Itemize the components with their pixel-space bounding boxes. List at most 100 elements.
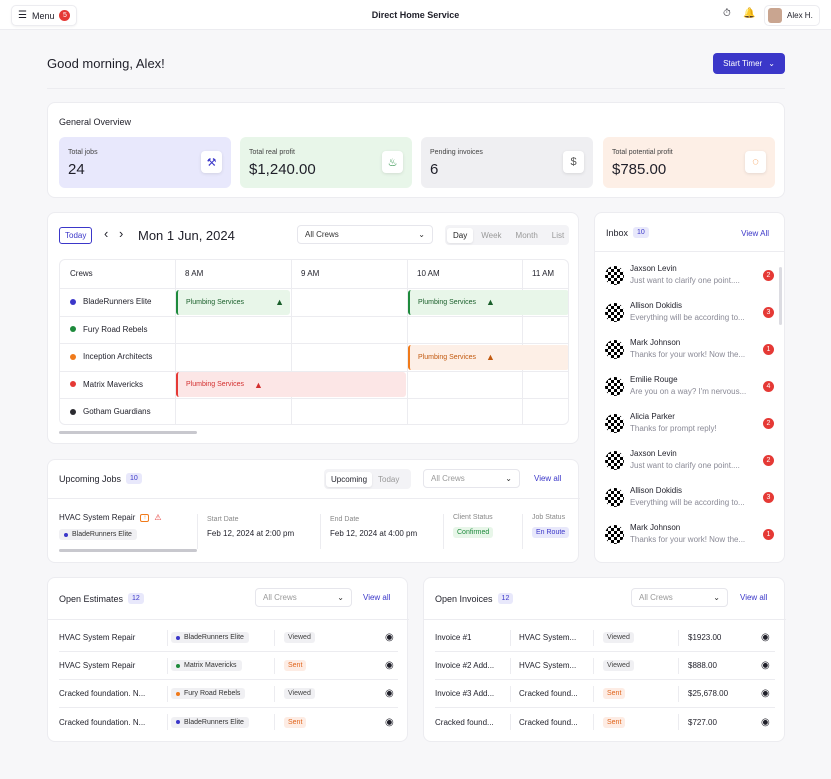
stat-card[interactable]: Pending invoices 6 $: [421, 137, 593, 188]
job-title-row[interactable]: HVAC System Repair ↑ ⚠: [59, 513, 162, 522]
menu-button[interactable]: ☰ Menu 5: [11, 5, 78, 26]
invoice-name: Cracked found...: [435, 717, 494, 727]
client-status-label: Client Status: [453, 514, 493, 521]
invoice-name: Invoice #2 Add...: [435, 661, 495, 670]
inbox-item[interactable]: Emilie Rouge Are you on a way? I'm nervo…: [605, 374, 775, 411]
message-preview: Are you on a way? I'm nervous...: [630, 387, 747, 396]
eye-icon[interactable]: ◉: [761, 660, 770, 671]
start-timer-button[interactable]: Start Timer ⌄: [713, 53, 785, 74]
unread-count: 1: [763, 344, 774, 355]
sender-name: Alicia Parker: [630, 412, 675, 421]
upcoming-count: 10: [126, 473, 142, 484]
upcoming-crew-filter[interactable]: All Crews ⌄: [423, 469, 520, 488]
invoice-row[interactable]: Invoice #3 Add... Cracked found... Sent …: [435, 680, 775, 708]
schedule-event[interactable]: Plumbing Services ▲: [408, 289, 568, 315]
divider: [47, 88, 785, 89]
user-menu[interactable]: Alex H.: [764, 5, 820, 26]
tab-day[interactable]: Day: [447, 227, 474, 243]
inbox-item[interactable]: Alicia Parker Thanks for prompt reply! 2: [605, 411, 775, 448]
chevron-down-icon: ⌄: [505, 474, 512, 483]
stat-card[interactable]: Total jobs 24 ⚒: [59, 137, 231, 188]
invoice-row[interactable]: Cracked found... Cracked found... Sent $…: [435, 708, 775, 736]
upcoming-view-all-link[interactable]: View all: [534, 474, 562, 483]
crew-name: BladeRunners Elite: [184, 718, 244, 726]
stat-card[interactable]: Total potential profit $785.00 ◌: [603, 137, 775, 188]
horizontal-scrollbar[interactable]: [59, 431, 197, 434]
estimates-crew-filter[interactable]: All Crews ⌄: [255, 588, 352, 607]
inbox-item[interactable]: Mark Johnson Thanks for your work! Now t…: [605, 337, 775, 374]
tab-week[interactable]: Week: [481, 230, 502, 240]
crew-color-dot: [70, 298, 76, 305]
estimates-count: 12: [128, 593, 144, 604]
unread-count: 3: [763, 307, 774, 318]
inbox-item[interactable]: Mark Johnson Thanks for your work! Now t…: [605, 522, 775, 559]
estimate-row[interactable]: HVAC System Repair BladeRunners Elite Vi…: [59, 624, 398, 652]
crew-row[interactable]: Matrix Mavericks: [70, 380, 143, 389]
crew-tag: BladeRunners Elite: [59, 529, 137, 540]
eye-icon[interactable]: ◉: [385, 660, 394, 671]
avatar: [605, 414, 624, 433]
status-badge: Viewed: [284, 688, 315, 699]
stat-label: Pending invoices: [430, 149, 483, 156]
crew-row[interactable]: Gotham Guardians: [70, 407, 151, 416]
column-header: 8 AM: [185, 269, 204, 278]
invoice-row[interactable]: Invoice #1 HVAC System... Viewed $1923.0…: [435, 624, 775, 652]
tab-month[interactable]: Month: [515, 230, 538, 240]
client-status-badge: Confirmed: [453, 527, 494, 538]
sender-name: Mark Johnson: [630, 338, 681, 347]
eye-icon[interactable]: ◉: [385, 716, 394, 728]
estimates-title: Open Estimates: [59, 593, 124, 604]
inbox-scrollbar[interactable]: [779, 267, 782, 325]
invoices-view-all-link[interactable]: View all: [740, 593, 768, 602]
warning-icon: ▲: [275, 297, 284, 307]
column-header: Crews: [70, 269, 93, 278]
invoice-job: Cracked found...: [519, 689, 578, 698]
column-header: 10 AM: [417, 269, 440, 278]
schedule-event[interactable]: Plumbing Services ▲: [176, 372, 406, 397]
eye-icon[interactable]: ◉: [385, 632, 394, 643]
inbox-view-all-link[interactable]: View All: [741, 229, 769, 238]
estimate-row[interactable]: Cracked foundation. N... BladeRunners El…: [59, 708, 398, 736]
avatar: [605, 266, 624, 285]
inbox-item[interactable]: Jaxson Levin Just want to clarify one po…: [605, 263, 775, 300]
crew-row[interactable]: Inception Architects: [70, 352, 152, 361]
calendar-date: Mon 1 Jun, 2024: [138, 228, 235, 243]
eye-icon[interactable]: ◉: [761, 632, 770, 643]
grid-column-line: [175, 260, 176, 424]
grid-row-line: [60, 315, 568, 317]
eye-icon[interactable]: ◉: [761, 688, 770, 699]
tab-list[interactable]: List: [551, 230, 565, 240]
invoices-crew-filter[interactable]: All Crews ⌄: [631, 588, 728, 607]
warning-icon: ▲: [485, 297, 495, 307]
invoice-job: HVAC System...: [519, 661, 577, 670]
inbox-item[interactable]: Allison Dokidis Everything will be accor…: [605, 485, 775, 522]
crew-row[interactable]: BladeRunners Elite: [70, 297, 151, 306]
invoice-icon: $: [563, 151, 584, 173]
sender-name: Mark Johnson: [630, 523, 681, 532]
crew-filter-select[interactable]: All Crews ⌄: [297, 225, 433, 244]
inbox-item[interactable]: Jaxson Levin Just want to clarify one po…: [605, 448, 775, 485]
tab-today[interactable]: Today: [378, 474, 400, 484]
schedule-event[interactable]: Plumbing Services ▲: [176, 289, 290, 315]
today-button[interactable]: Today: [59, 227, 93, 244]
tab-upcoming[interactable]: Upcoming: [326, 471, 373, 487]
estimate-row[interactable]: HVAC System Repair Matrix Mavericks Sent…: [59, 652, 398, 680]
inbox-title: Inbox: [606, 227, 629, 238]
schedule-event[interactable]: Plumbing Services ▲: [408, 344, 568, 370]
start-timer-label: Start Timer: [723, 59, 763, 68]
stat-card[interactable]: Total real profit $1,240.00 ♨: [240, 137, 412, 188]
prev-icon[interactable]: ‹: [104, 226, 109, 241]
message-preview: Everything will be according to...: [630, 498, 745, 507]
crew-filter-value: All Crews: [431, 474, 465, 483]
horizontal-scrollbar[interactable]: [59, 549, 197, 552]
timer-icon[interactable]: ⏱: [723, 8, 731, 19]
bell-icon[interactable]: 🔔: [743, 8, 756, 19]
next-icon[interactable]: ›: [119, 226, 124, 241]
eye-icon[interactable]: ◉: [385, 688, 394, 699]
crew-row[interactable]: Fury Road Rebels: [70, 325, 147, 334]
estimates-view-all-link[interactable]: View all: [363, 593, 391, 602]
eye-icon[interactable]: ◉: [761, 716, 770, 728]
estimate-row[interactable]: Cracked foundation. N... Fury Road Rebel…: [59, 680, 398, 708]
invoice-row[interactable]: Invoice #2 Add... HVAC System... Viewed …: [435, 652, 775, 680]
inbox-item[interactable]: Allison Dokidis Everything will be accor…: [605, 300, 775, 337]
